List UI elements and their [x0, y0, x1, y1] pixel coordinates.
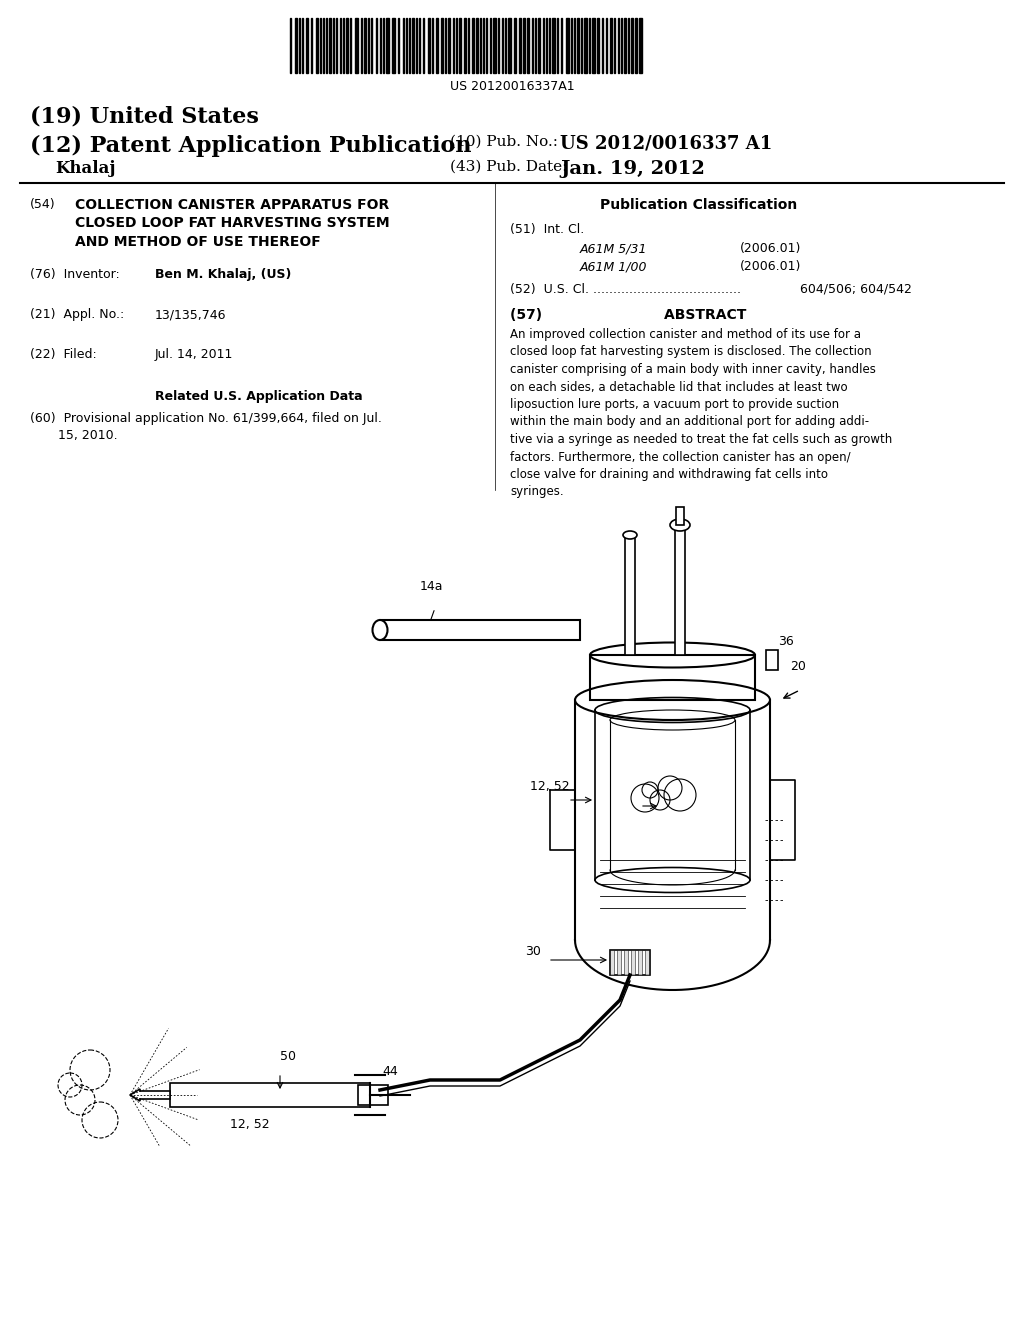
Bar: [380, 620, 580, 640]
Bar: [441, 18, 443, 73]
Bar: [316, 18, 318, 73]
Bar: [170, 1082, 370, 1107]
Bar: [392, 18, 395, 73]
Text: (51)  Int. Cl.: (51) Int. Cl.: [510, 223, 585, 236]
Text: (54): (54): [30, 198, 55, 211]
Bar: [631, 18, 633, 73]
Bar: [436, 18, 438, 73]
FancyArrow shape: [130, 1089, 170, 1101]
Text: (2006.01): (2006.01): [740, 260, 802, 273]
Text: COLLECTION CANISTER APPARATUS FOR
CLOSED LOOP FAT HARVESTING SYSTEM
AND METHOD O: COLLECTION CANISTER APPARATUS FOR CLOSED…: [75, 198, 389, 248]
Text: A61M 5/31: A61M 5/31: [580, 242, 647, 255]
Text: (10) Pub. No.:: (10) Pub. No.:: [450, 135, 558, 149]
Text: (2006.01): (2006.01): [740, 242, 802, 255]
Bar: [538, 18, 540, 73]
Bar: [449, 18, 450, 73]
Bar: [472, 18, 474, 73]
Bar: [645, 950, 649, 975]
Bar: [610, 18, 612, 73]
Bar: [676, 507, 684, 525]
Bar: [358, 1085, 388, 1105]
Text: (60)  Provisional application No. 61/399,664, filed on Jul.
       15, 2010.: (60) Provisional application No. 61/399,…: [30, 412, 382, 442]
Bar: [610, 950, 614, 975]
Bar: [597, 18, 599, 73]
Bar: [514, 18, 516, 73]
Text: US 2012/0016337 A1: US 2012/0016337 A1: [560, 135, 772, 153]
Bar: [519, 18, 521, 73]
Text: Related U.S. Application Data: Related U.S. Application Data: [155, 389, 362, 403]
Bar: [624, 18, 626, 73]
Bar: [364, 18, 366, 73]
Text: Khalaj: Khalaj: [55, 160, 116, 177]
Text: (22)  Filed:: (22) Filed:: [30, 348, 96, 360]
Bar: [577, 18, 579, 73]
Text: 44: 44: [382, 1065, 397, 1078]
Text: An improved collection canister and method of its use for a
closed loop fat harv: An improved collection canister and meth…: [510, 327, 892, 499]
Bar: [459, 18, 461, 73]
Text: 36: 36: [778, 635, 794, 648]
Bar: [592, 18, 595, 73]
Text: Ben M. Khalaj, (US): Ben M. Khalaj, (US): [155, 268, 292, 281]
Text: 13/135,746: 13/135,746: [155, 308, 226, 321]
Bar: [346, 18, 348, 73]
Text: 12, 52: 12, 52: [530, 780, 569, 793]
Bar: [527, 18, 529, 73]
Bar: [508, 18, 511, 73]
Ellipse shape: [673, 521, 687, 529]
Bar: [412, 18, 414, 73]
Text: Jan. 19, 2012: Jan. 19, 2012: [560, 160, 705, 178]
Bar: [584, 18, 587, 73]
Ellipse shape: [623, 531, 637, 539]
Bar: [306, 18, 308, 73]
Text: (76)  Inventor:: (76) Inventor:: [30, 268, 120, 281]
Bar: [523, 18, 525, 73]
Bar: [631, 950, 635, 975]
Bar: [624, 950, 628, 975]
Text: 604/506; 604/542: 604/506; 604/542: [800, 282, 912, 296]
Bar: [552, 18, 555, 73]
Text: (57)                         ABSTRACT: (57) ABSTRACT: [510, 308, 746, 322]
Bar: [428, 18, 430, 73]
Text: 20: 20: [790, 660, 806, 673]
Text: Jul. 14, 2011: Jul. 14, 2011: [155, 348, 233, 360]
Bar: [590, 655, 755, 700]
Text: 50: 50: [280, 1049, 296, 1063]
Bar: [610, 950, 650, 975]
Bar: [355, 18, 358, 73]
Text: (21)  Appl. No.:: (21) Appl. No.:: [30, 308, 124, 321]
Text: (43) Pub. Date:: (43) Pub. Date:: [450, 160, 567, 174]
Bar: [639, 18, 642, 73]
Bar: [493, 18, 496, 73]
Bar: [675, 525, 685, 655]
Bar: [329, 18, 331, 73]
Text: 14a: 14a: [420, 579, 443, 593]
Text: US 20120016337A1: US 20120016337A1: [450, 81, 574, 92]
Bar: [295, 18, 297, 73]
Ellipse shape: [670, 519, 690, 531]
Ellipse shape: [373, 620, 387, 640]
Text: (19) United States: (19) United States: [30, 106, 259, 127]
Bar: [766, 649, 778, 671]
Text: 30: 30: [525, 945, 541, 958]
Text: Publication Classification: Publication Classification: [600, 198, 798, 213]
Bar: [638, 950, 642, 975]
Bar: [476, 18, 478, 73]
Bar: [617, 950, 621, 975]
Bar: [386, 18, 389, 73]
Bar: [464, 18, 466, 73]
Text: (12) Patent Application Publication: (12) Patent Application Publication: [30, 135, 471, 157]
Text: 12, 52: 12, 52: [230, 1118, 269, 1131]
Bar: [566, 18, 569, 73]
Bar: [625, 535, 635, 655]
Text: (52)  U.S. Cl. .....................................: (52) U.S. Cl. ..........................…: [510, 282, 741, 296]
Bar: [635, 18, 637, 73]
Text: A61M 1/00: A61M 1/00: [580, 260, 647, 273]
